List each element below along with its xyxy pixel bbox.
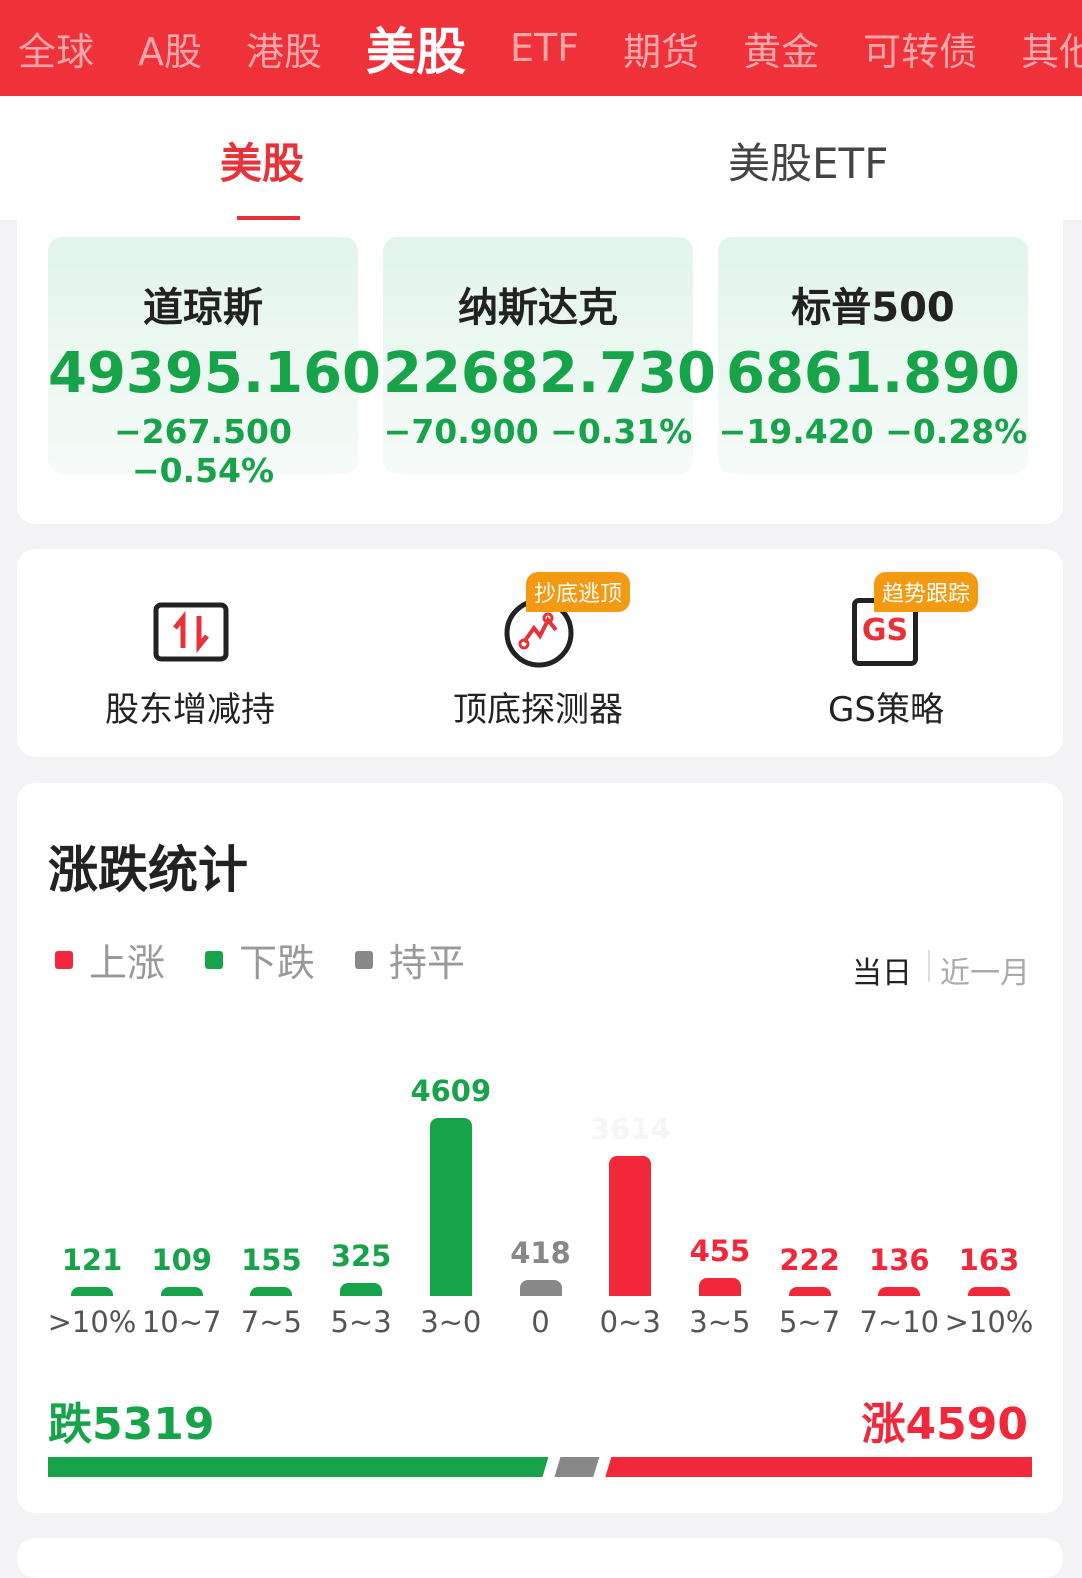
next-card — [17, 1538, 1063, 1578]
category-label: >10% — [944, 1305, 1034, 1339]
index-change: −70.900 −0.31% — [383, 412, 693, 451]
tab-us-stocks[interactable]: 美股 — [220, 139, 305, 188]
market-tab[interactable]: 美股 — [366, 23, 467, 81]
category-label: 3~5 — [689, 1305, 751, 1339]
bar[interactable] — [968, 1287, 1010, 1296]
bar[interactable] — [160, 1287, 203, 1296]
arrows-up-down-icon — [153, 602, 229, 662]
index-value: 6861.890 — [725, 341, 1021, 406]
category-label: 5~3 — [330, 1305, 392, 1339]
index-value: 49395.160 — [48, 341, 381, 406]
category-label: 3~0 — [420, 1305, 482, 1339]
bar[interactable] — [609, 1156, 652, 1296]
market-tab[interactable]: 可转债 — [863, 29, 978, 74]
ratio-bar — [48, 1457, 1032, 1477]
market-tabs: 全球 A股 港股 美股 ETF 期货 黄金 可转债 其他 — [0, 0, 1082, 96]
ratio-flat — [554, 1457, 600, 1477]
market-tab[interactable]: 期货 — [623, 29, 700, 74]
legend-flat-swatch — [355, 950, 374, 969]
bar[interactable] — [250, 1287, 293, 1296]
index-dow[interactable]: 道琼斯 49395.160 −267.500 −0.54% — [48, 237, 381, 490]
bar-value: 163 — [958, 1243, 1020, 1277]
index-nasdaq[interactable]: 纳斯达克 22682.730 −70.900 −0.31% — [383, 237, 716, 474]
index-change: −19.420 −0.28% — [718, 412, 1028, 451]
rise-count: 涨4590 — [861, 1399, 1028, 1450]
bar-value: 4609 — [410, 1074, 492, 1108]
tool-label: GS策略 — [828, 690, 944, 730]
tool-label: 顶底探测器 — [453, 690, 623, 730]
legend-up-swatch — [55, 950, 73, 969]
bar[interactable] — [788, 1287, 831, 1296]
period-month[interactable]: 近一月 — [940, 956, 1030, 991]
ratio-down — [48, 1457, 549, 1477]
tab-us-etf[interactable]: 美股ETF — [728, 139, 889, 188]
index-value: 22682.730 — [383, 341, 716, 406]
bar[interactable] — [429, 1118, 472, 1296]
bar-value: 121 — [61, 1243, 123, 1277]
index-name: 纳斯达克 — [458, 285, 618, 331]
market-tab[interactable]: 黄金 — [743, 29, 820, 74]
legend-flat: 持平 — [389, 941, 466, 985]
tool-badge: 抄底逃顶 — [526, 572, 631, 612]
index-change: −267.500 −0.54% — [114, 412, 292, 490]
stats-card — [17, 783, 1063, 1513]
index-sp500[interactable]: 标普500 6861.890 −19.420 −0.28% — [718, 237, 1028, 474]
active-tab-indicator — [237, 216, 300, 222]
bar-value: 325 — [330, 1239, 392, 1274]
bar-value: 3614 — [589, 1112, 671, 1147]
category-label: >10% — [47, 1305, 137, 1339]
bar[interactable] — [698, 1278, 741, 1296]
sub-tabs: 美股 美股ETF — [0, 96, 1082, 222]
category-label: 10~7 — [141, 1305, 222, 1339]
category-label: 7~5 — [240, 1305, 302, 1339]
legend: 上涨 下跌 持平 — [55, 932, 505, 987]
divider — [928, 950, 930, 982]
market-tab[interactable]: 全球 — [18, 29, 95, 74]
index-name: 标普500 — [791, 285, 955, 331]
tool-label: 股东增减持 — [105, 690, 275, 730]
fall-count: 跌5319 — [48, 1399, 215, 1450]
category-label: 0 — [531, 1305, 550, 1339]
bar-value: 155 — [241, 1243, 302, 1277]
legend-down: 下跌 — [239, 941, 316, 985]
market-tab[interactable]: A股 — [138, 29, 203, 74]
bar[interactable] — [878, 1287, 921, 1296]
stats-title: 涨跌统计 — [48, 841, 248, 899]
ratio-up — [605, 1457, 1032, 1477]
tool-badge: 趋势跟踪 — [874, 572, 979, 612]
legend-up: 上涨 — [89, 941, 166, 985]
category-label: 7~10 — [859, 1305, 940, 1339]
bar-value: 136 — [869, 1243, 930, 1277]
bar[interactable] — [71, 1287, 113, 1296]
category-label: 5~7 — [778, 1305, 841, 1339]
bar[interactable] — [340, 1283, 383, 1296]
legend-down-swatch — [205, 950, 224, 969]
category-label: 0~3 — [599, 1305, 661, 1339]
index-name: 道琼斯 — [143, 285, 263, 331]
bar-value: 109 — [151, 1243, 212, 1277]
market-tab[interactable]: 港股 — [246, 29, 323, 74]
bar[interactable] — [519, 1279, 562, 1296]
period-today[interactable]: 当日 — [852, 956, 912, 991]
bar-value: 418 — [510, 1235, 571, 1270]
bar-value: 455 — [689, 1234, 751, 1269]
bar-value: 222 — [779, 1243, 840, 1277]
market-tab[interactable]: 其他 — [1021, 29, 1082, 74]
market-tab[interactable]: ETF — [510, 26, 580, 70]
